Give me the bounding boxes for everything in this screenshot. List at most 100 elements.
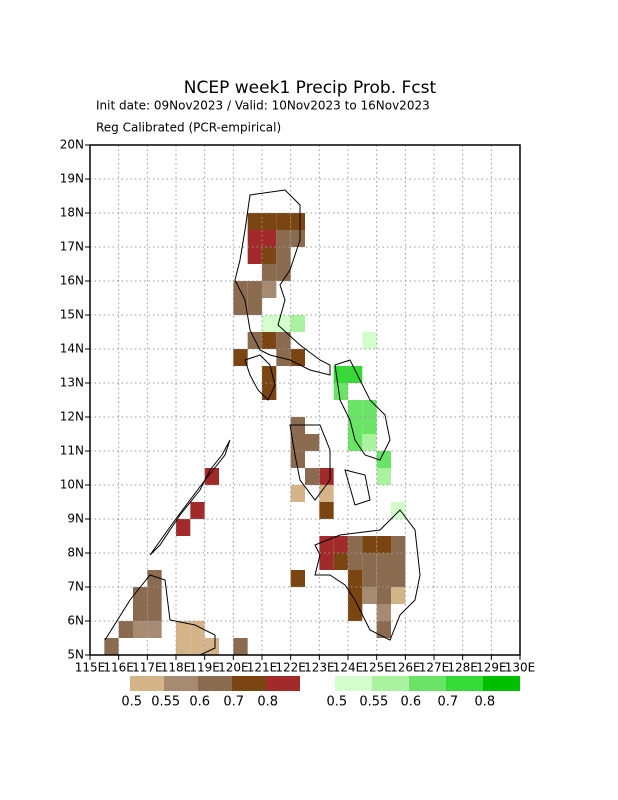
below-cell: [276, 247, 291, 264]
above-cell: [362, 332, 377, 349]
below-cell: [118, 621, 133, 638]
below-cell: [176, 638, 191, 655]
y-tick-label: 6N: [67, 614, 84, 628]
below-cell: [276, 264, 291, 281]
below-cell: [190, 621, 205, 638]
y-tick-label: 16N: [60, 274, 84, 288]
x-tick-label: 130E: [505, 661, 536, 675]
y-tick-label: 18N: [60, 206, 84, 220]
plot-frame: [89, 144, 521, 656]
above-cell: [290, 315, 305, 332]
below-cell: [262, 247, 277, 264]
below-cell: [147, 570, 162, 587]
coastline: [289, 424, 331, 501]
below-cell: [290, 434, 305, 451]
below-cell: [290, 230, 305, 247]
x-tick-label: 128E: [447, 661, 478, 675]
below-cell: [262, 281, 277, 298]
below-cell: [319, 536, 334, 553]
above-cell: [362, 417, 377, 434]
above-legend-swatch: [446, 676, 483, 691]
coastline: [234, 189, 331, 376]
below-cell: [176, 621, 191, 638]
legend-label: 0.8: [257, 695, 278, 710]
coastlines: [104, 189, 421, 656]
subtitle: Reg Calibrated (PCR-empirical): [96, 121, 281, 135]
below-cell: [290, 213, 305, 230]
below-cell: [319, 553, 334, 570]
below-cell: [348, 604, 363, 621]
x-tick-label: 121E: [247, 661, 278, 675]
x-tick-label: 122E: [275, 661, 306, 675]
above-cell: [362, 400, 377, 417]
above-cell: [333, 383, 348, 400]
x-tick-label: 129E: [476, 661, 507, 675]
below-cell: [233, 298, 248, 315]
below-cell: [276, 349, 291, 366]
coastline: [334, 359, 391, 461]
below-cell: [147, 621, 162, 638]
below-cell: [362, 570, 377, 587]
below-cell: [348, 553, 363, 570]
coastline: [314, 509, 421, 641]
below-cell: [391, 587, 406, 604]
x-tick-label: 115E: [75, 661, 106, 675]
below-cell: [333, 536, 348, 553]
below-cell: [133, 604, 148, 621]
below-cell: [247, 213, 262, 230]
legend-label: 0.5: [327, 695, 348, 710]
below-cell: [247, 230, 262, 247]
below-cell: [176, 519, 191, 536]
below-cell: [362, 536, 377, 553]
y-tick-label: 17N: [60, 240, 84, 254]
below-cell: [233, 638, 248, 655]
below-cell: [133, 587, 148, 604]
above-legend-swatch: [372, 676, 409, 691]
legend-label: 0.5: [121, 695, 142, 710]
below-legend-swatch: [164, 676, 198, 691]
above-legend-swatch: [483, 676, 520, 691]
above-cell: [362, 434, 377, 451]
below-legend-swatch: [232, 676, 266, 691]
below-cell: [333, 553, 348, 570]
legend-label: 0.55: [359, 695, 388, 710]
x-tick-label: 118E: [161, 661, 192, 675]
above-cell: [348, 400, 363, 417]
below-cell: [204, 468, 219, 485]
chart-title: NCEP week1 Precip Prob. Fcst: [184, 78, 437, 98]
x-tick-label: 125E: [361, 661, 392, 675]
x-tick-label: 126E: [390, 661, 421, 675]
above-cell: [348, 417, 363, 434]
below-cell: [348, 587, 363, 604]
below-cell: [305, 468, 320, 485]
below-cell: [262, 332, 277, 349]
y-tick-label: 5N: [67, 648, 84, 662]
below-cell: [391, 570, 406, 587]
legend: 0.5 0.55 0.6 0.7 0.8 0.5 0.55 0.6 0.7 0.8: [121, 676, 520, 710]
below-cell: [376, 536, 391, 553]
y-tick-label: 7N: [67, 580, 84, 594]
above-cell: [348, 434, 363, 451]
below-cell: [319, 468, 334, 485]
cell-layer: [104, 213, 406, 655]
below-cell: [262, 383, 277, 400]
below-cell: [362, 587, 377, 604]
coastline: [149, 439, 231, 556]
below-cell: [262, 366, 277, 383]
above-legend-swatch: [335, 676, 372, 691]
below-cell: [133, 621, 148, 638]
below-cell: [190, 502, 205, 519]
y-tick-label: 19N: [60, 172, 84, 186]
legend-label: 0.7: [223, 695, 244, 710]
coastline: [344, 469, 371, 506]
below-cell: [290, 451, 305, 468]
below-cell: [262, 230, 277, 247]
above-cell: [376, 451, 391, 468]
x-tick-label: 124E: [333, 661, 364, 675]
x-tick-label: 120E: [218, 661, 249, 675]
above-legend-swatch: [409, 676, 446, 691]
subtitle: Init date: 09Nov2023 / Valid: 10Nov2023 …: [96, 99, 430, 113]
below-cell: [204, 638, 219, 655]
legend-label: 0.8: [475, 695, 496, 710]
